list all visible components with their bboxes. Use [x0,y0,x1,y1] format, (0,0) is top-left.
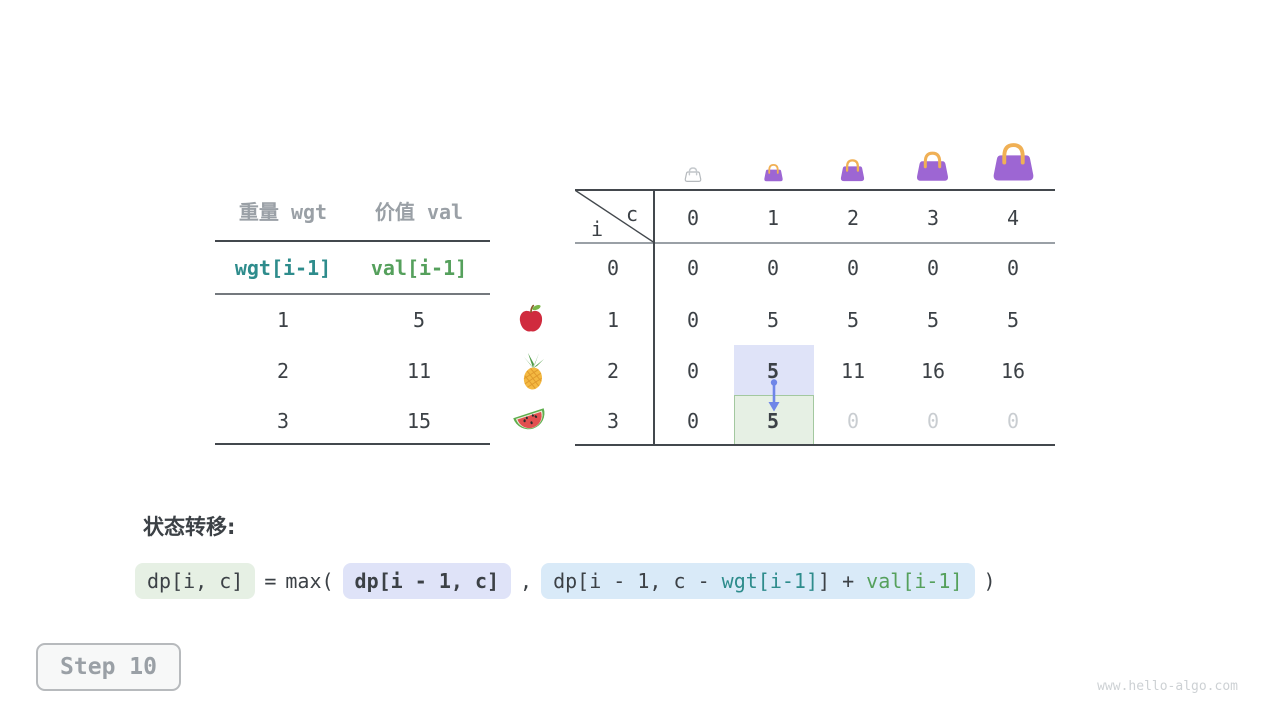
watermelon-icon [510,405,550,437]
dp-cell-dimmed: 0 [846,409,860,433]
dp-cell: 5 [1006,308,1020,332]
dp-col-header: 4 [1006,206,1020,230]
bag-capacity-1-icon [763,163,784,182]
dp-col-header: 2 [846,206,860,230]
bag-capacity-0-icon [684,166,702,182]
dp-cell: 0 [846,256,860,280]
dp-cell: 0 [686,308,700,332]
bag-capacity-4-icon [990,141,1037,182]
formula-arg2-join: ] + [818,569,867,593]
dp-target-cell-highlight [734,395,814,445]
dp-row-header: 2 [606,359,620,383]
dp-col-header: 1 [766,206,780,230]
dp-cell: 0 [1006,256,1020,280]
dp-row-header: 0 [606,256,620,280]
formula-close-paren: ) [983,569,996,593]
dp-cell: 0 [686,409,700,433]
dp-cell: 0 [766,256,780,280]
dp-cell: 0 [686,256,700,280]
formula-arg2: dp[i - 1, c - wgt[i-1]] + val[i-1] [541,563,975,599]
dp-cell: 0 [686,359,700,383]
item-row-val: 11 [406,359,432,383]
formula-equals: = [264,569,277,593]
dp-cell-dimmed: 0 [926,409,940,433]
dp-cell-source: 5 [766,359,780,383]
items-wgt-subheader: wgt[i-1] [234,256,332,280]
dp-cell-dimmed: 0 [1006,409,1020,433]
watermark: www.hello-algo.com [1097,679,1238,694]
item-row-wgt: 2 [276,359,290,383]
dp-table-bottom-rule [575,444,1055,446]
dp-col-header: 0 [686,206,700,230]
state-transition-formula: dp[i, c] = max( dp[i - 1, c] , dp[i - 1,… [135,560,996,602]
transition-arrow-icon [764,378,784,414]
item-row-wgt: 3 [276,409,290,433]
dp-table-top-rule [575,189,1055,191]
pineapple-icon [517,351,549,391]
formula-arg2-val: val[i-1] [866,569,963,593]
dp-corner-diagonal [575,189,655,244]
item-row-val: 15 [406,409,432,433]
dp-cell: 16 [920,359,946,383]
dp-table-vertical-rule [653,189,655,446]
dp-cell: 5 [926,308,940,332]
dp-cell: 0 [926,256,940,280]
item-row-val: 5 [412,308,426,332]
items-table-mid-rule [215,293,490,295]
items-table-bottom-rule [215,443,490,445]
apple-icon [517,303,545,333]
dp-cell: 11 [840,359,866,383]
dp-corner-row-var: i [590,217,604,241]
step-label: Step 10 [60,654,157,680]
formula-arg2-wgt: wgt[i-1] [721,569,818,593]
formula-max-open: max( [285,569,334,593]
dp-row-header: 3 [606,409,620,433]
bag-capacity-2-icon [839,158,866,182]
step-indicator: Step 10 [36,643,181,691]
items-table-top-rule [215,240,490,242]
items-val-subheader: val[i-1] [370,256,468,280]
bag-capacity-3-icon [914,150,951,182]
dp-cell: 5 [846,308,860,332]
dp-cell: 5 [766,308,780,332]
items-value-header: 价值 val [374,200,464,224]
state-transition-label: 状态转移: [143,515,236,539]
dp-row-header: 1 [606,308,620,332]
formula-lhs: dp[i, c] [135,563,256,599]
dp-cell-target: 5 [766,409,780,433]
formula-arg1: dp[i - 1, c] [342,563,512,599]
item-row-wgt: 1 [276,308,290,332]
dp-table-header-rule [575,242,1055,244]
dp-corner-col-var: c [625,202,639,226]
dp-col-header: 3 [926,206,940,230]
formula-comma: , [520,569,533,593]
formula-arg2-head: dp[i - 1, c - [553,569,722,593]
dp-cell: 16 [1000,359,1026,383]
items-weight-header: 重量 wgt [238,200,328,224]
